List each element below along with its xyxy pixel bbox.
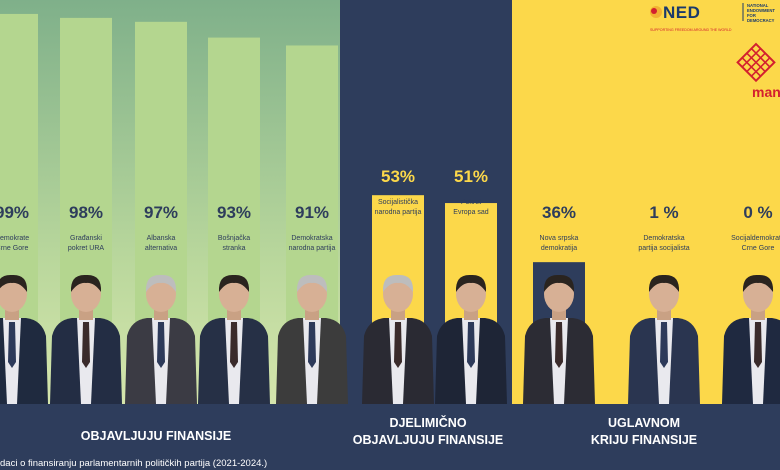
data-label: 99% xyxy=(0,203,29,222)
portrait-tie xyxy=(8,322,16,368)
portrait-head xyxy=(649,276,679,312)
category-label: Socijalistička xyxy=(378,199,418,206)
data-label: 93% xyxy=(217,203,251,222)
data-label: 98% xyxy=(69,203,103,222)
data-label: 91% xyxy=(295,203,329,222)
data-label: 53% xyxy=(381,167,415,186)
group-label-hide-line2: KRIJU FINANSIJE xyxy=(591,433,697,447)
ned-line2: ENDOWMENT xyxy=(747,8,775,13)
data-label: 0 % xyxy=(743,203,772,222)
group-label-partial-line1: DJELIMIČNO xyxy=(389,415,466,430)
portrait xyxy=(50,274,122,404)
bottom-band xyxy=(0,404,780,470)
portrait-hair xyxy=(648,274,680,292)
group-label-partial-line2: OBJAVLJUJU FINANSIJE xyxy=(353,433,504,447)
portrait xyxy=(276,274,348,404)
footer-source: daci o finansiranju parlamentarnih polit… xyxy=(0,458,267,469)
portrait xyxy=(628,274,700,404)
mans-grid-icon xyxy=(736,42,776,83)
category-label: Demokrate xyxy=(0,235,29,242)
portrait-hair xyxy=(296,274,328,292)
category-label: Nova srpska xyxy=(540,235,579,242)
category-label: stranka xyxy=(223,245,246,252)
labels-layer: 99% Demokrate Crne Gore 98% Građanski pokret … xyxy=(0,167,780,252)
portrait-tie xyxy=(308,322,316,368)
portrait-head xyxy=(219,276,249,312)
portrait xyxy=(125,274,197,404)
category-label: Pokret xyxy=(461,199,481,206)
portrait-head xyxy=(71,276,101,312)
category-label: Bošnjačka xyxy=(218,235,250,242)
category-label: Demokratska xyxy=(291,235,332,242)
portrait-hair xyxy=(455,274,487,292)
data-label: 97% xyxy=(144,203,178,222)
category-label: demokratija xyxy=(541,245,577,252)
data-label: 36% xyxy=(542,203,576,222)
portrait-hair xyxy=(145,274,177,292)
category-label: Građanski xyxy=(70,235,102,242)
mans-logo: man xyxy=(736,42,780,100)
portrait-tie xyxy=(660,322,668,368)
mans-mark: man xyxy=(752,84,780,100)
portrait xyxy=(435,274,507,404)
portrait-tie xyxy=(394,322,402,368)
category-label: Evropa sad xyxy=(453,209,489,216)
portrait-hair xyxy=(543,274,575,292)
portrait xyxy=(198,274,270,404)
data-label: 1 % xyxy=(649,203,678,222)
category-label: Crne Gore xyxy=(0,245,28,252)
portrait-tie xyxy=(754,322,762,368)
ned-globe-dot xyxy=(651,8,657,14)
portrait-tie xyxy=(555,322,563,368)
category-label: partija socijalista xyxy=(638,245,689,252)
portrait-tie xyxy=(467,322,475,368)
portraits-layer xyxy=(0,274,780,404)
category-label: Crne Gore xyxy=(742,245,775,252)
ned-logo: NED NATIONAL ENDOWMENT FOR DEMOCRACY SUP… xyxy=(650,3,775,32)
category-label: alternativa xyxy=(145,245,177,252)
ned-line4: DEMOCRACY xyxy=(747,18,775,23)
category-label: Demokratska xyxy=(643,235,684,242)
portrait-hair xyxy=(0,274,28,292)
data-label: 51% xyxy=(454,167,488,186)
group-label-publish: OBJAVLJUJU FINANSIJE xyxy=(81,429,232,443)
category-label: narodna partija xyxy=(375,209,422,216)
ned-line3: FOR xyxy=(747,13,756,18)
portrait-hair xyxy=(382,274,414,292)
portrait xyxy=(523,274,595,404)
portrait-head xyxy=(146,276,176,312)
ned-line1: NATIONAL xyxy=(747,3,769,8)
portrait-hair xyxy=(218,274,250,292)
category-label: Albanska xyxy=(147,235,176,242)
portrait-hair xyxy=(742,274,774,292)
category-label: Socijaldemokratе xyxy=(731,235,780,242)
category-label: narodna partija xyxy=(289,245,336,252)
portrait-tie xyxy=(82,322,90,368)
portrait xyxy=(0,274,48,404)
portrait xyxy=(722,274,780,404)
portrait xyxy=(362,274,434,404)
portrait-tie xyxy=(157,322,165,368)
portrait-head xyxy=(297,276,327,312)
portrait-head xyxy=(456,276,486,312)
portrait-head xyxy=(544,276,574,312)
portrait-head xyxy=(743,276,773,312)
category-label: pokret URA xyxy=(68,245,105,252)
ned-mark: NED xyxy=(663,3,700,22)
portrait-tie xyxy=(230,322,238,368)
portrait-head xyxy=(383,276,413,312)
ned-tagline: SUPPORTING FREEDOM AROUND THE WORLD xyxy=(650,28,732,32)
portrait-hair xyxy=(70,274,102,292)
group-label-hide-line1: UGLAVNOM xyxy=(608,416,680,430)
